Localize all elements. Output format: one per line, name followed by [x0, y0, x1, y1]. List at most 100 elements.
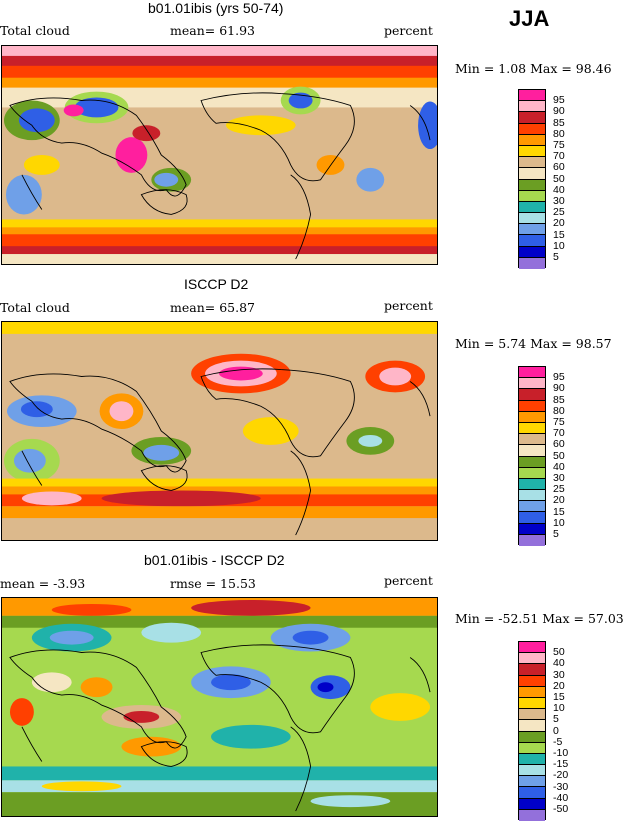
legend-swatch — [519, 490, 545, 502]
legend-swatch — [519, 798, 545, 810]
legend-level-label: -10 — [553, 747, 569, 759]
legend-level-label: 40 — [553, 183, 565, 196]
legend-level-label: 60 — [553, 438, 565, 451]
panel-1-legend — [518, 89, 546, 269]
legend-level-label: 50 — [553, 646, 565, 659]
panel-3-legend — [518, 641, 546, 821]
legend-swatch — [519, 697, 545, 710]
legend-swatch — [519, 512, 545, 524]
legend-level-label: 10 — [553, 702, 565, 715]
legend-level-label: 50 — [553, 449, 565, 462]
legend-level-label: 60 — [553, 161, 565, 174]
legend-level-label: 30 — [553, 472, 565, 484]
legend-swatch — [519, 168, 545, 180]
legend-swatch — [519, 145, 545, 158]
panel-3-mean: mean = -3.93 — [0, 576, 86, 591]
legend-swatch — [519, 201, 545, 214]
legend-swatch — [519, 190, 545, 202]
legend-level-label: 95 — [553, 94, 565, 107]
panel-2-units: percent — [384, 298, 433, 313]
legend-swatch — [519, 765, 545, 777]
legend-level-label: 75 — [553, 416, 565, 428]
legend-swatch — [519, 235, 545, 247]
legend-level-label: 20 — [553, 494, 565, 507]
legend-level-label: 75 — [553, 139, 565, 151]
legend-swatch — [519, 378, 545, 390]
legend-level-label: 5 — [553, 528, 559, 540]
legend-level-label: 30 — [553, 195, 565, 207]
legend-swatch — [519, 731, 545, 743]
legend-swatch — [519, 653, 545, 665]
panel-1-map — [1, 45, 438, 265]
legend-swatch — [519, 523, 545, 535]
panel-3-rmse: rmse = 15.53 — [170, 576, 256, 591]
legend-swatch — [519, 411, 545, 423]
legend-level-label: 40 — [553, 460, 565, 473]
legend-swatch — [519, 478, 545, 491]
legend-swatch — [519, 456, 545, 468]
legend-swatch — [519, 787, 545, 799]
panel-2-variable-label: Total cloud — [0, 300, 70, 315]
legend-swatch — [519, 90, 545, 102]
legend-level-label: 0 — [553, 724, 559, 737]
panel-2-map — [1, 321, 438, 541]
legend-level-label: 85 — [553, 116, 565, 129]
legend-swatch — [519, 213, 545, 225]
legend-level-label: 40 — [553, 657, 565, 670]
legend-swatch — [519, 501, 545, 513]
legend-level-label: 70 — [553, 427, 565, 440]
panel-2-contour-map — [2, 322, 437, 540]
legend-level-label: -40 — [553, 791, 569, 804]
legend-level-label: 5 — [553, 713, 559, 726]
legend-swatch — [519, 134, 545, 146]
panel-1-contour-map — [2, 46, 437, 264]
legend-level-label: 5 — [553, 251, 559, 263]
legend-swatch — [519, 445, 545, 457]
season-label: JJA — [509, 6, 550, 31]
panel-3-contour-map — [2, 598, 437, 816]
legend-level-label: 15 — [553, 228, 565, 241]
legend-swatch — [519, 246, 545, 258]
legend-swatch — [519, 664, 545, 676]
legend-level-label: 50 — [553, 172, 565, 185]
panel-3-map — [1, 597, 438, 817]
panel-1-minmax: Min = 1.08 Max = 98.46 — [455, 61, 612, 76]
legend-swatch — [519, 753, 545, 766]
legend-level-label: 20 — [553, 679, 565, 692]
legend-level-label: 70 — [553, 150, 565, 163]
panel-1-units: percent — [384, 23, 433, 38]
panel-2-legend — [518, 366, 546, 546]
panel-3-title: b01.01ibis - ISCCP D2 — [144, 552, 285, 568]
legend-swatch — [519, 179, 545, 191]
legend-swatch — [519, 367, 545, 379]
legend-level-label: 25 — [553, 206, 565, 219]
panel-1-variable-label: Total cloud — [0, 23, 70, 38]
legend-level-label: -50 — [553, 803, 569, 815]
legend-level-label: 20 — [553, 217, 565, 230]
legend-swatch — [519, 112, 545, 124]
legend-level-label: 10 — [553, 239, 565, 252]
legend-swatch — [519, 720, 545, 732]
legend-level-label: -20 — [553, 769, 569, 782]
legend-swatch — [519, 101, 545, 113]
legend-level-label: 25 — [553, 483, 565, 496]
legend-swatch — [519, 157, 545, 169]
legend-swatch — [519, 389, 545, 401]
panel-2-title: ISCCP D2 — [184, 276, 249, 292]
legend-level-label: 10 — [553, 516, 565, 529]
panel-3-units: percent — [384, 573, 433, 588]
legend-swatch — [519, 422, 545, 435]
panel-2-minmax: Min = 5.74 Max = 98.57 — [455, 336, 612, 351]
legend-swatch — [519, 686, 545, 698]
panel-1-mean: mean= 61.93 — [170, 23, 255, 38]
legend-swatch — [519, 709, 545, 721]
legend-swatch — [519, 675, 545, 687]
legend-level-label: 30 — [553, 668, 565, 681]
legend-swatch — [519, 123, 545, 135]
legend-level-label: 95 — [553, 371, 565, 384]
legend-level-label: 90 — [553, 105, 565, 118]
panel-3-minmax: Min = -52.51 Max = 57.03 — [455, 611, 624, 626]
legend-level-label: -15 — [553, 758, 569, 771]
panel-1-title: b01.01ibis (yrs 50-74) — [148, 0, 284, 16]
legend-swatch — [519, 809, 545, 821]
